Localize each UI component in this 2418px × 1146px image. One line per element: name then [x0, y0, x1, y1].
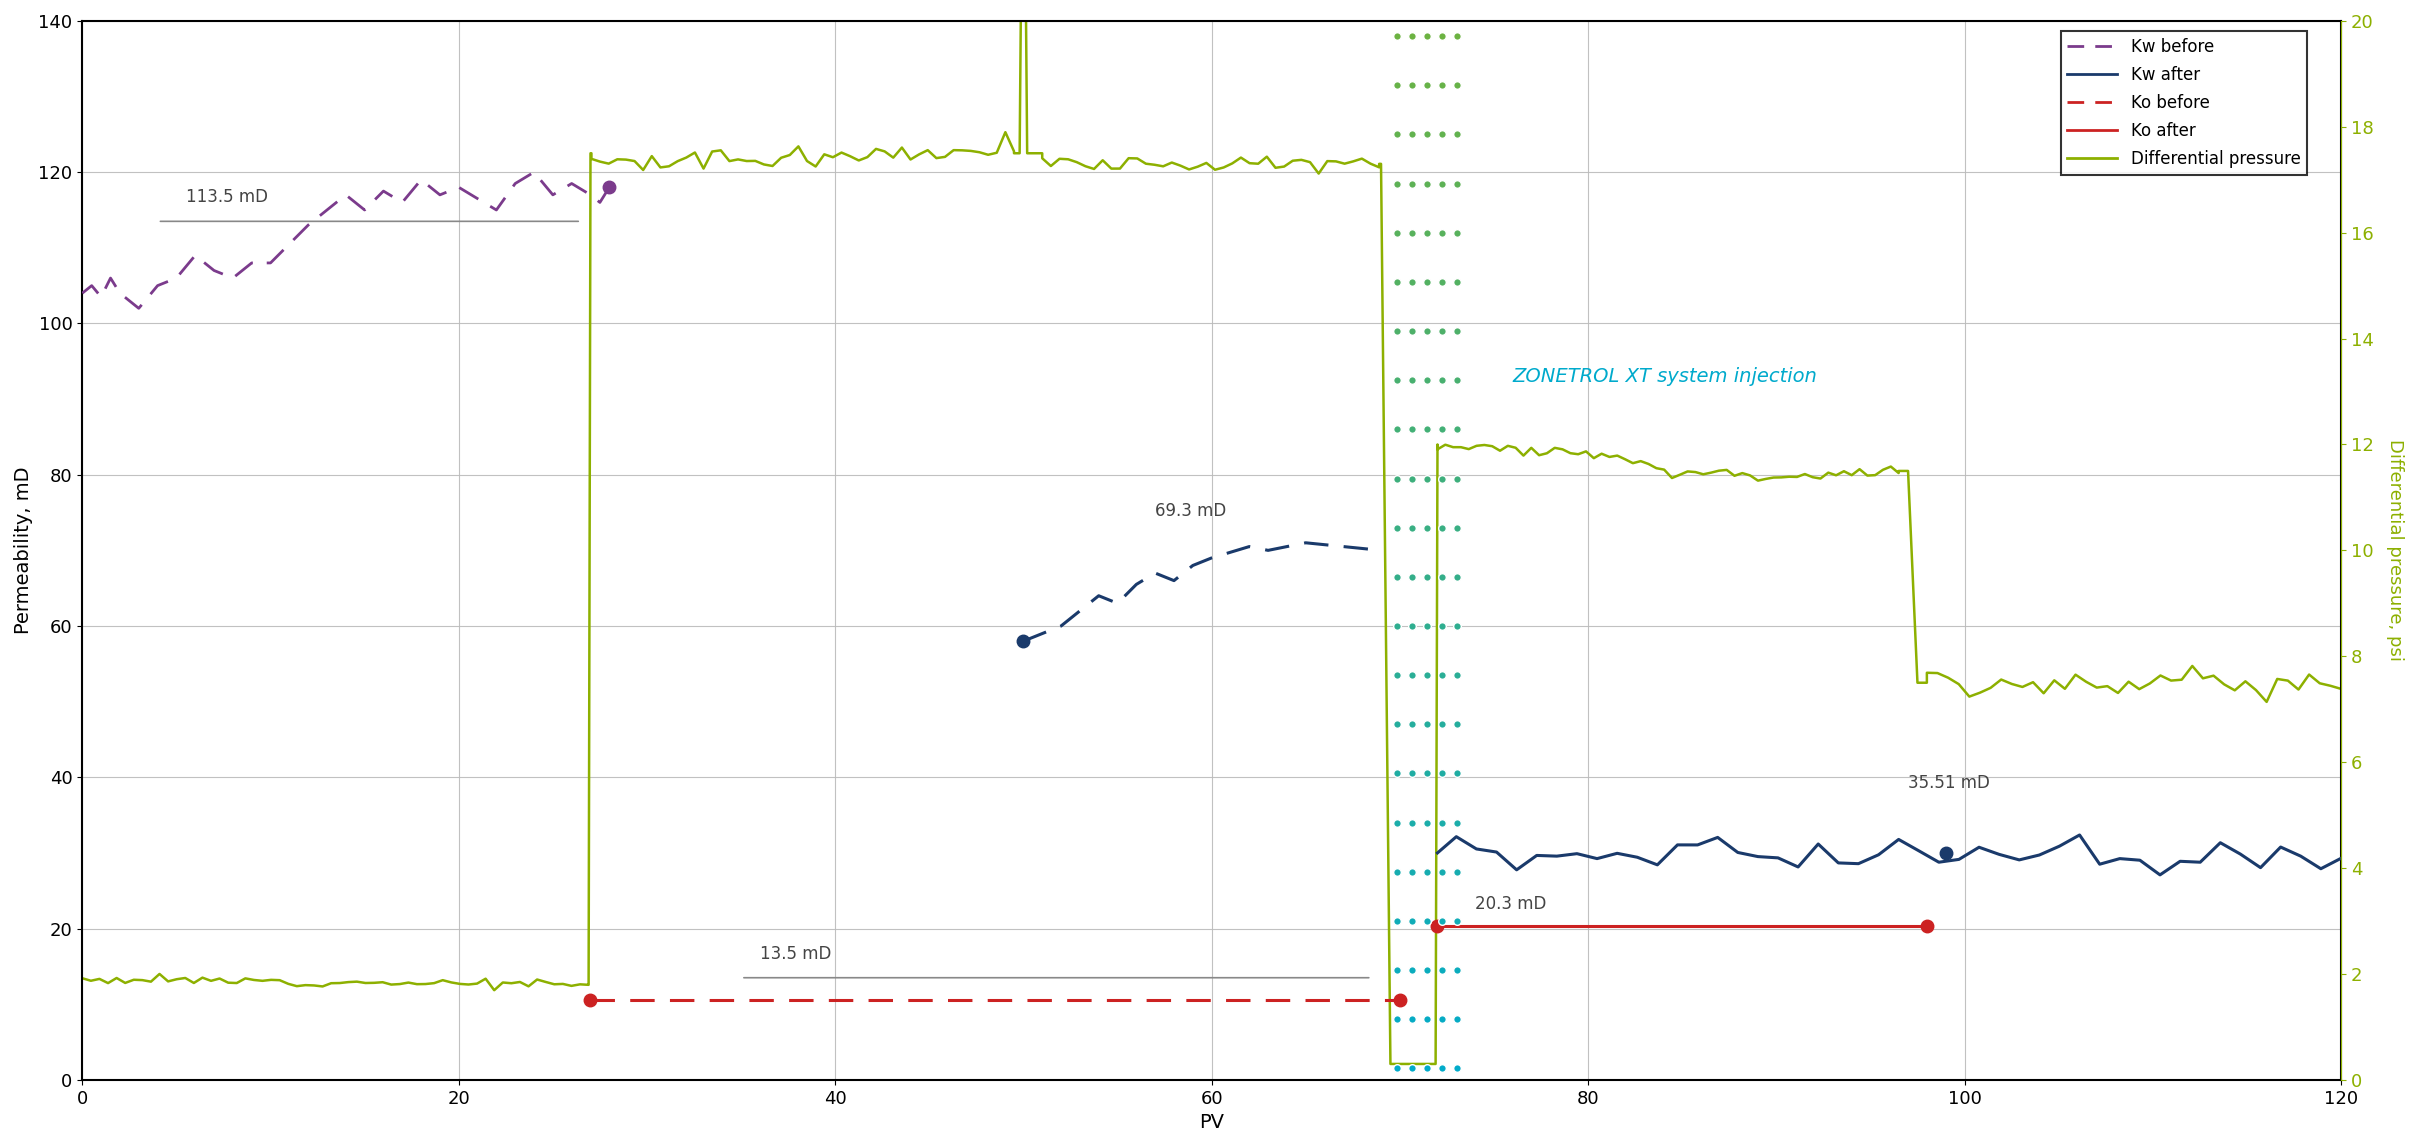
Text: 35.51 mD: 35.51 mD [1908, 775, 1990, 792]
Y-axis label: Differential pressure, psi: Differential pressure, psi [2387, 439, 2403, 661]
Text: 20.3 mD: 20.3 mD [1475, 895, 1548, 913]
Text: 69.3 mD: 69.3 mD [1156, 502, 1226, 520]
X-axis label: PV: PV [1199, 1113, 1224, 1132]
Text: 13.5 mD: 13.5 mD [759, 944, 832, 963]
Text: 113.5 mD: 113.5 mD [186, 188, 268, 206]
Legend: Kw before, Kw after, Ko before, Ko after, Differential pressure: Kw before, Kw after, Ko before, Ko after… [2060, 31, 2307, 175]
Text: ZONETROL XT system injection: ZONETROL XT system injection [1514, 367, 1818, 386]
Y-axis label: Permeability, mD: Permeability, mD [15, 466, 34, 634]
